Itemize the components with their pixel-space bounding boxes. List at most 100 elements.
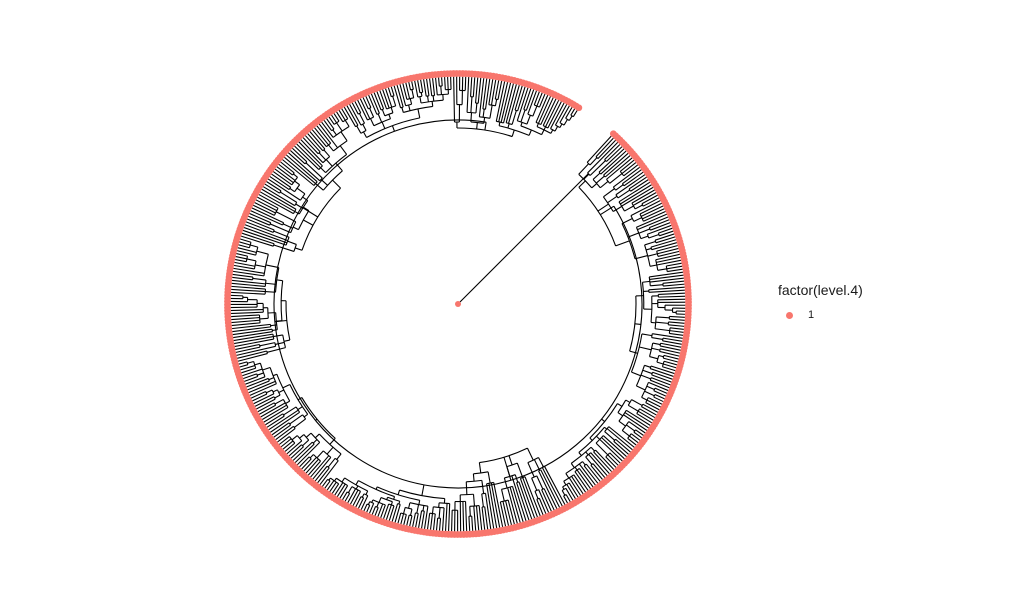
tree-branch bbox=[356, 98, 368, 121]
tree-internal-arc bbox=[263, 254, 269, 276]
tree-branch bbox=[268, 411, 300, 434]
tree-branch bbox=[472, 473, 475, 482]
tree-branch bbox=[615, 173, 647, 196]
tree-branch bbox=[244, 377, 269, 389]
tree-internal-arc bbox=[289, 384, 309, 415]
tree-internal-arc bbox=[653, 394, 656, 398]
tree-branch bbox=[630, 199, 663, 217]
tree-branch bbox=[230, 326, 271, 333]
tree-branch bbox=[259, 342, 275, 347]
tree-internal-arc bbox=[467, 111, 477, 114]
tree-branch bbox=[652, 333, 685, 340]
tree-branch bbox=[419, 96, 422, 104]
tree-branch bbox=[234, 345, 276, 357]
tree-internal-arc bbox=[488, 104, 496, 107]
tree-branch bbox=[322, 118, 333, 132]
tree-branch bbox=[538, 470, 559, 511]
tree-branch bbox=[663, 283, 687, 287]
tree-branch bbox=[638, 228, 651, 234]
tree-branch bbox=[266, 409, 299, 432]
tree-branch bbox=[649, 368, 676, 378]
tree-branch bbox=[233, 255, 248, 260]
tree-internal-arc bbox=[376, 112, 380, 115]
tree-branch bbox=[249, 391, 266, 400]
tree-branch bbox=[271, 170, 293, 186]
tree-branch bbox=[425, 77, 430, 96]
tree-branch bbox=[422, 77, 427, 97]
tree-branch bbox=[420, 92, 423, 97]
tree-branch bbox=[401, 81, 408, 100]
tree-branch bbox=[293, 443, 315, 465]
tree-branch bbox=[239, 235, 274, 247]
tree-branch bbox=[628, 175, 649, 190]
tree-tip-points bbox=[224, 70, 692, 538]
tree-branch bbox=[621, 185, 655, 207]
tree-branch bbox=[536, 475, 544, 490]
tree-branch bbox=[576, 469, 592, 491]
tree-branch bbox=[508, 83, 521, 124]
tree-branch bbox=[229, 317, 260, 321]
tree-branch bbox=[523, 86, 532, 110]
tree-branch bbox=[583, 173, 590, 180]
tree-branch bbox=[482, 76, 488, 110]
tree-branch bbox=[408, 515, 413, 528]
tree-branch bbox=[273, 230, 290, 238]
tree-branch bbox=[301, 206, 319, 218]
tree-branch bbox=[349, 489, 359, 506]
tree-branch bbox=[663, 354, 681, 360]
tree-internal-arc bbox=[363, 493, 369, 497]
tree-branch bbox=[373, 90, 382, 111]
tree-branch bbox=[281, 440, 294, 451]
tree-branch bbox=[342, 105, 357, 127]
tree-branch bbox=[231, 328, 273, 336]
tree-branch bbox=[535, 93, 549, 123]
tree-branch bbox=[604, 154, 632, 178]
tree-branch bbox=[229, 285, 266, 290]
tree-branch bbox=[578, 463, 597, 487]
tree-branch bbox=[289, 188, 295, 193]
tree-branch bbox=[595, 442, 609, 456]
tree-branch bbox=[668, 321, 687, 325]
tree-branch bbox=[488, 483, 498, 530]
tree-branch bbox=[265, 291, 276, 293]
tree-branch bbox=[251, 204, 275, 216]
tree-branch bbox=[277, 436, 290, 446]
tree-branch bbox=[438, 507, 441, 519]
tree-branch bbox=[622, 168, 644, 185]
tree-branch bbox=[615, 240, 630, 247]
tree-branch bbox=[312, 439, 318, 444]
tree-branch bbox=[259, 317, 269, 320]
tree-branch bbox=[481, 507, 486, 532]
tree-branch bbox=[586, 134, 613, 163]
tree-internal-arc bbox=[641, 382, 649, 398]
tree-branch bbox=[305, 432, 312, 438]
tree-branch bbox=[292, 144, 320, 170]
tree-branch bbox=[663, 360, 679, 366]
tree-branch bbox=[229, 309, 264, 312]
tree-branch bbox=[231, 333, 274, 342]
tree-branch bbox=[585, 451, 589, 456]
tree-branch bbox=[565, 105, 574, 119]
tree-branch bbox=[285, 440, 303, 456]
tree-branch bbox=[657, 298, 687, 301]
tree-branch bbox=[487, 471, 491, 484]
tree-branch bbox=[608, 426, 637, 449]
tree-branch bbox=[358, 113, 365, 124]
tree-branch bbox=[284, 153, 318, 183]
tree-branch bbox=[432, 95, 435, 102]
tree-branch bbox=[303, 219, 314, 226]
tree-branch bbox=[658, 295, 687, 298]
tree-branch bbox=[256, 402, 275, 413]
tree-branch bbox=[283, 442, 296, 453]
tree-branch bbox=[355, 485, 359, 490]
tree-branch bbox=[650, 365, 677, 375]
tree-branch bbox=[297, 406, 303, 411]
tree-branch bbox=[378, 497, 382, 503]
tree-branch bbox=[520, 109, 526, 123]
tree-branch bbox=[666, 262, 684, 267]
tree-branch bbox=[258, 402, 286, 419]
tree-branch bbox=[659, 345, 683, 352]
tree-branch bbox=[464, 75, 467, 91]
tree-branch bbox=[272, 329, 278, 332]
tree-branch bbox=[291, 435, 298, 441]
